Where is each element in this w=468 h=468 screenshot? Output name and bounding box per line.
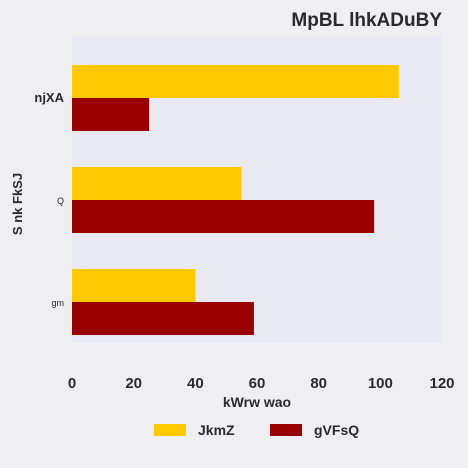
legend-swatch-JkmZ [154,424,186,436]
bar-njXA-JkmZ [72,65,399,98]
y-tick-label: Q [57,196,64,206]
bar-gm-gVFsQ [72,302,254,335]
bar-Q-JkmZ [72,167,242,200]
y-tick-labels: njXA Qgm [34,90,64,308]
bar-gm-JkmZ [72,269,196,302]
x-tick-label: 80 [310,375,327,392]
x-tick-labels: 0 20 40 60 80 100 120 [68,375,455,392]
x-tick-label: 60 [249,375,266,392]
legend-label-JkmZ: JkmZ [198,422,235,438]
y-axis-label: S nk FkSJ [10,173,25,235]
x-tick-label: 20 [125,375,142,392]
x-axis-label: kWrw wao [223,394,291,410]
y-tick-label: njXA [34,90,64,105]
bar-njXA-gVFsQ [72,98,150,131]
legend-swatch-gVFsQ [270,424,302,436]
legend: JkmZ gVFsQ [154,422,359,438]
bars-group [72,65,399,335]
x-tick-label: 0 [68,375,76,392]
bar-Q-gVFsQ [72,200,375,233]
legend-label-gVFsQ: gVFsQ [314,422,359,438]
x-tick-label: 40 [187,375,204,392]
x-tick-label: 100 [368,375,393,392]
y-tick-label: gm [51,298,64,308]
x-tick-label: 120 [429,375,454,392]
chart-title: MpBL lhkADuBY [291,10,442,31]
